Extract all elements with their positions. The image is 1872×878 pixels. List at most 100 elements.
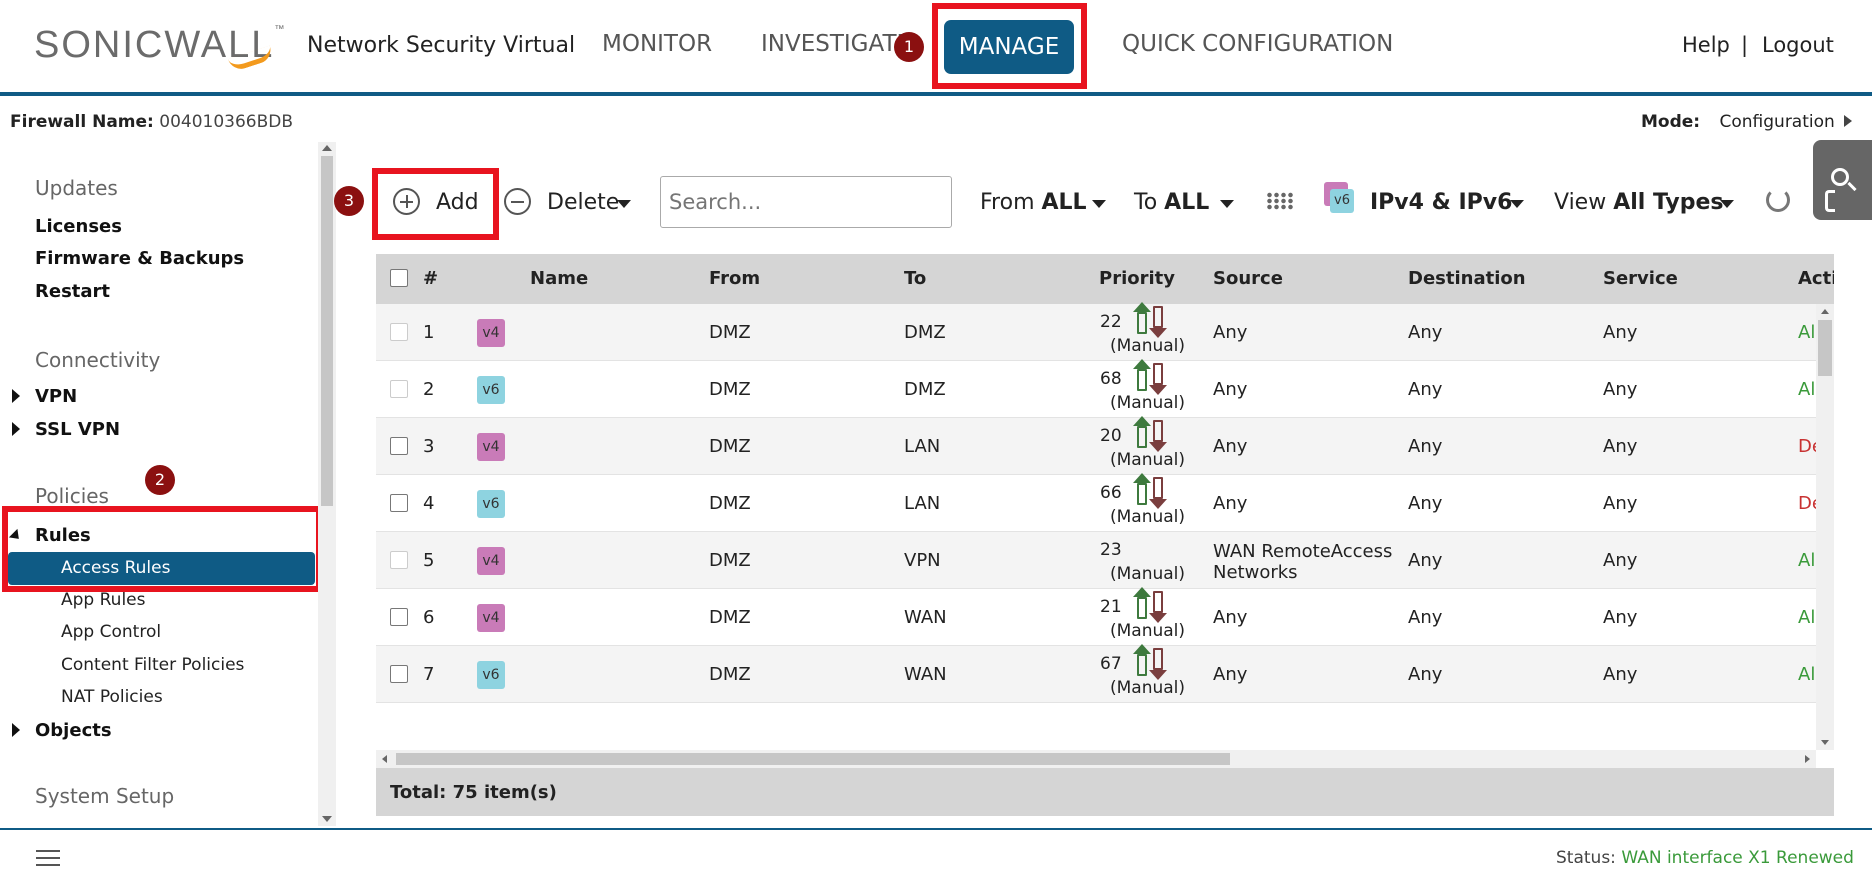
delete-button[interactable]: Delete <box>547 190 620 215</box>
chevron-down-icon[interactable] <box>617 200 631 208</box>
priority-down-icon[interactable] <box>1149 363 1167 395</box>
rule-source: WAN RemoteAccess <box>1213 541 1393 562</box>
scrollbar-thumb[interactable] <box>396 753 1230 765</box>
row-checkbox[interactable] <box>390 437 408 455</box>
sidebar-item-access-rules[interactable]: Access Rules <box>8 552 315 585</box>
sidebar-scrollbar[interactable] <box>318 142 336 826</box>
table-horizontal-scrollbar[interactable] <box>376 750 1816 768</box>
table-row[interactable]: 5 v4 DMZ VPN 23 (Manual) WAN RemoteAccess Netwo… <box>376 532 1816 589</box>
help-link[interactable]: Help <box>1682 33 1730 57</box>
table-row[interactable]: 1 v4 DMZ DMZ 22 (Manual) Any Any Any Al <box>376 302 1816 361</box>
nav-monitor[interactable]: MONITOR <box>602 31 713 57</box>
priority-arrows-icon[interactable] <box>1133 302 1168 338</box>
add-icon[interactable] <box>393 188 420 215</box>
priority-arrows-icon[interactable] <box>1133 587 1168 623</box>
row-checkbox[interactable] <box>390 608 408 626</box>
sidebar-item-app-rules[interactable]: App Rules <box>61 590 146 610</box>
priority-down-icon[interactable] <box>1149 477 1167 509</box>
row-checkbox[interactable] <box>390 494 408 512</box>
row-checkbox[interactable] <box>390 323 408 341</box>
add-button[interactable]: Add <box>436 190 479 215</box>
row-checkbox[interactable] <box>390 380 408 398</box>
chevron-down-icon[interactable] <box>1510 200 1524 208</box>
row-checkbox[interactable] <box>390 551 408 569</box>
nav-investigate[interactable]: INVESTIGATE <box>761 31 906 57</box>
grid-icon[interactable] <box>1266 192 1294 210</box>
view-filter[interactable]: View All Types <box>1554 190 1724 215</box>
table-vertical-scrollbar[interactable] <box>1816 304 1834 750</box>
priority-arrows-icon[interactable] <box>1133 644 1168 680</box>
scrollbar-thumb[interactable] <box>321 156 333 506</box>
col-to[interactable]: To <box>904 268 927 289</box>
col-from[interactable]: From <box>709 268 761 289</box>
refresh-icon[interactable] <box>1766 188 1790 212</box>
sidebar-item-content-filter[interactable]: Content Filter Policies <box>61 655 245 675</box>
sidebar-item-licenses[interactable]: Licenses <box>35 216 122 237</box>
priority-up-icon[interactable] <box>1133 302 1151 334</box>
col-name[interactable]: Name <box>530 268 589 289</box>
chevron-down-icon[interactable] <box>1220 200 1234 208</box>
priority-up-icon[interactable] <box>1133 644 1151 676</box>
sidebar-item-nat-policies[interactable]: NAT Policies <box>61 687 163 707</box>
side-search-tab[interactable] <box>1813 140 1872 220</box>
priority-arrows-icon[interactable] <box>1133 416 1168 452</box>
table-row[interactable]: 3 v4 DMZ LAN 20 (Manual) Any Any Any De <box>376 416 1823 475</box>
priority-up-icon[interactable] <box>1133 416 1151 448</box>
priority-down-icon[interactable] <box>1149 591 1167 623</box>
top-header: SONICWALL™ Network Security Virtual MONI… <box>0 0 1872 96</box>
scroll-down-icon[interactable] <box>1821 740 1829 745</box>
priority-down-icon[interactable] <box>1149 648 1167 680</box>
col-priority[interactable]: Priority <box>1099 268 1175 289</box>
logout-link[interactable]: Logout <box>1762 33 1834 57</box>
priority-up-icon[interactable] <box>1133 473 1151 505</box>
scroll-up-icon[interactable] <box>322 145 332 151</box>
priority-down-icon[interactable] <box>1149 420 1167 452</box>
table-row[interactable]: 6 v4 DMZ WAN 21 (Manual) Any Any Any Al <box>376 587 1816 646</box>
chevron-down-icon[interactable] <box>1720 200 1734 208</box>
table-row[interactable]: 2 v6 DMZ DMZ 68 (Manual) Any Any Any Al <box>376 359 1816 418</box>
menu-icon[interactable] <box>36 850 60 866</box>
sidebar-item-app-control[interactable]: App Control <box>61 622 162 642</box>
to-filter[interactable]: To ALL <box>1134 190 1209 215</box>
scroll-right-icon[interactable] <box>1805 755 1810 763</box>
search-input[interactable] <box>660 176 952 228</box>
scroll-left-icon[interactable] <box>382 755 387 763</box>
row-checkbox[interactable] <box>390 665 408 683</box>
priority-up-icon[interactable] <box>1133 587 1151 619</box>
priority-arrows-icon[interactable] <box>1133 473 1168 509</box>
scroll-up-icon[interactable] <box>1821 309 1829 314</box>
expand-arrow-icon[interactable] <box>12 422 20 436</box>
chevron-down-icon[interactable] <box>1092 200 1106 208</box>
select-all-checkbox[interactable] <box>390 269 408 287</box>
scrollbar-thumb[interactable] <box>1818 320 1832 376</box>
scroll-down-icon[interactable] <box>322 816 332 822</box>
table-row[interactable]: 4 v6 DMZ LAN 66 (Manual) Any Any Any De <box>376 473 1823 532</box>
sidebar-section-connectivity: Connectivity <box>35 348 161 372</box>
priority-arrows-icon[interactable] <box>1133 359 1168 395</box>
table-row[interactable]: 7 v6 DMZ WAN 67 (Manual) Any Any Any Al <box>376 644 1816 703</box>
col-action[interactable]: Acti <box>1798 268 1834 289</box>
delete-icon[interactable] <box>504 188 531 215</box>
col-num[interactable]: # <box>423 268 439 289</box>
priority-down-icon[interactable] <box>1149 306 1167 338</box>
sidebar-item-restart[interactable]: Restart <box>35 281 111 302</box>
nav-quick-configuration[interactable]: QUICK CONFIGURATION <box>1122 31 1394 57</box>
expand-arrow-icon[interactable] <box>12 389 20 403</box>
ipv6-swatch: v6 <box>1330 189 1354 213</box>
col-source[interactable]: Source <box>1213 268 1283 289</box>
expand-arrow-icon[interactable] <box>12 723 20 737</box>
mode-indicator[interactable]: Mode: Configuration <box>1641 112 1853 132</box>
sidebar-section-policies: Policies <box>35 484 109 508</box>
ip-version-filter[interactable]: IPv4 & IPv6 <box>1370 190 1512 215</box>
rule-destination: Any <box>1408 379 1443 400</box>
sidebar-item-ssl-vpn[interactable]: SSL VPN <box>35 419 121 440</box>
col-service[interactable]: Service <box>1603 268 1678 289</box>
sidebar-item-vpn[interactable]: VPN <box>35 386 78 407</box>
priority-up-icon[interactable] <box>1133 359 1151 391</box>
sidebar-item-firmware-backups[interactable]: Firmware & Backups <box>35 248 245 269</box>
nav-manage[interactable]: MANAGE <box>944 20 1074 74</box>
sidebar-item-rules[interactable]: Rules <box>35 525 91 546</box>
sidebar-item-objects[interactable]: Objects <box>35 720 112 741</box>
from-filter[interactable]: From ALL <box>980 190 1087 215</box>
col-destination[interactable]: Destination <box>1408 268 1526 289</box>
